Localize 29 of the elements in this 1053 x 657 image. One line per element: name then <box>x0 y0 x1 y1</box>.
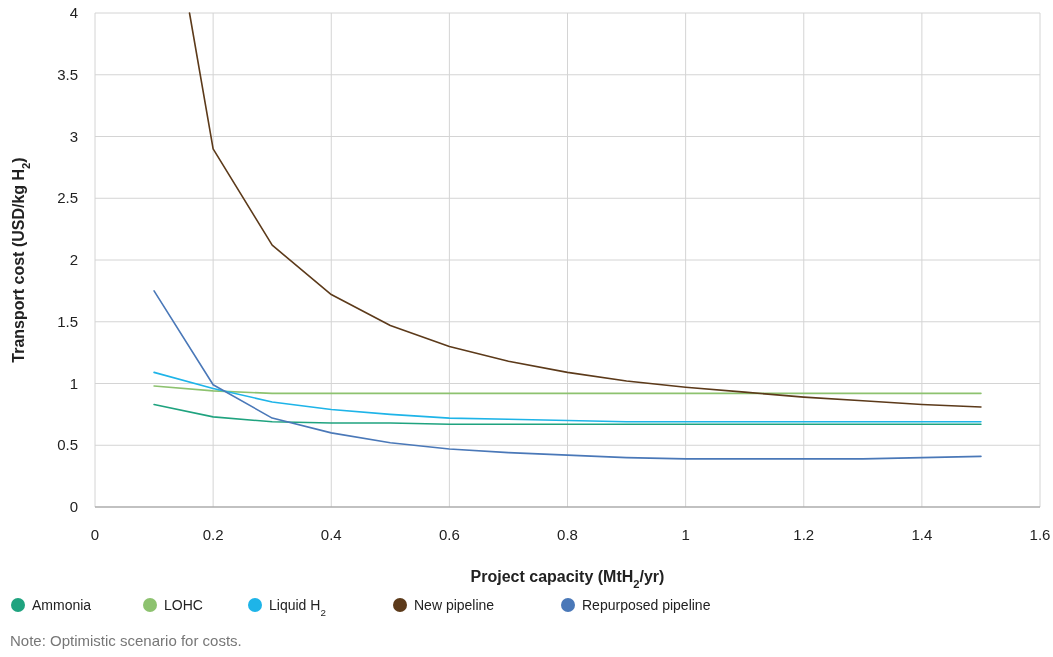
y-tick-label: 0 <box>69 498 78 515</box>
y-tick-label: 1 <box>69 374 78 392</box>
x-tick-label: 0 <box>90 526 100 543</box>
legend-label: Repurposed pipeline <box>582 597 711 613</box>
line-series <box>153 403 982 426</box>
y-tick-label: 3 <box>69 127 78 145</box>
y-tick-label: 2.5 <box>57 189 78 207</box>
line-series <box>153 290 982 460</box>
line-series <box>188 12 982 408</box>
x-tick-label: 1.4 <box>911 526 933 543</box>
y-tick-label: 1.5 <box>57 312 78 330</box>
y-tick-label: 2 <box>69 251 78 268</box>
x-tick-label: 0.8 <box>557 526 578 543</box>
text: Note: Optimistic scenario for costs. <box>10 632 242 649</box>
y-tick-label: 0.5 <box>57 436 78 454</box>
x-tick-label: 1 <box>681 526 690 543</box>
legend-label: Liquid H$_{2}$ <box>269 597 326 618</box>
y-tick-label: 4 <box>69 4 78 21</box>
x-tick-label: 1.6 <box>1029 526 1051 543</box>
legend-label: New pipeline <box>414 597 495 613</box>
x-tick-label: 1.2 <box>793 526 815 543</box>
x-tick-label: 0.2 <box>202 526 224 543</box>
y-tick-label: 3.5 <box>57 65 78 83</box>
x-tick-label: 0.4 <box>320 526 342 543</box>
line-series <box>153 371 982 423</box>
x-axis-title: Project capacity (MtH$_{2}$/yr) <box>470 568 665 590</box>
legend-label: LOHC <box>164 597 203 613</box>
x-tick-label: 0.6 <box>438 526 460 543</box>
legend-label: Ammonia <box>32 597 92 613</box>
